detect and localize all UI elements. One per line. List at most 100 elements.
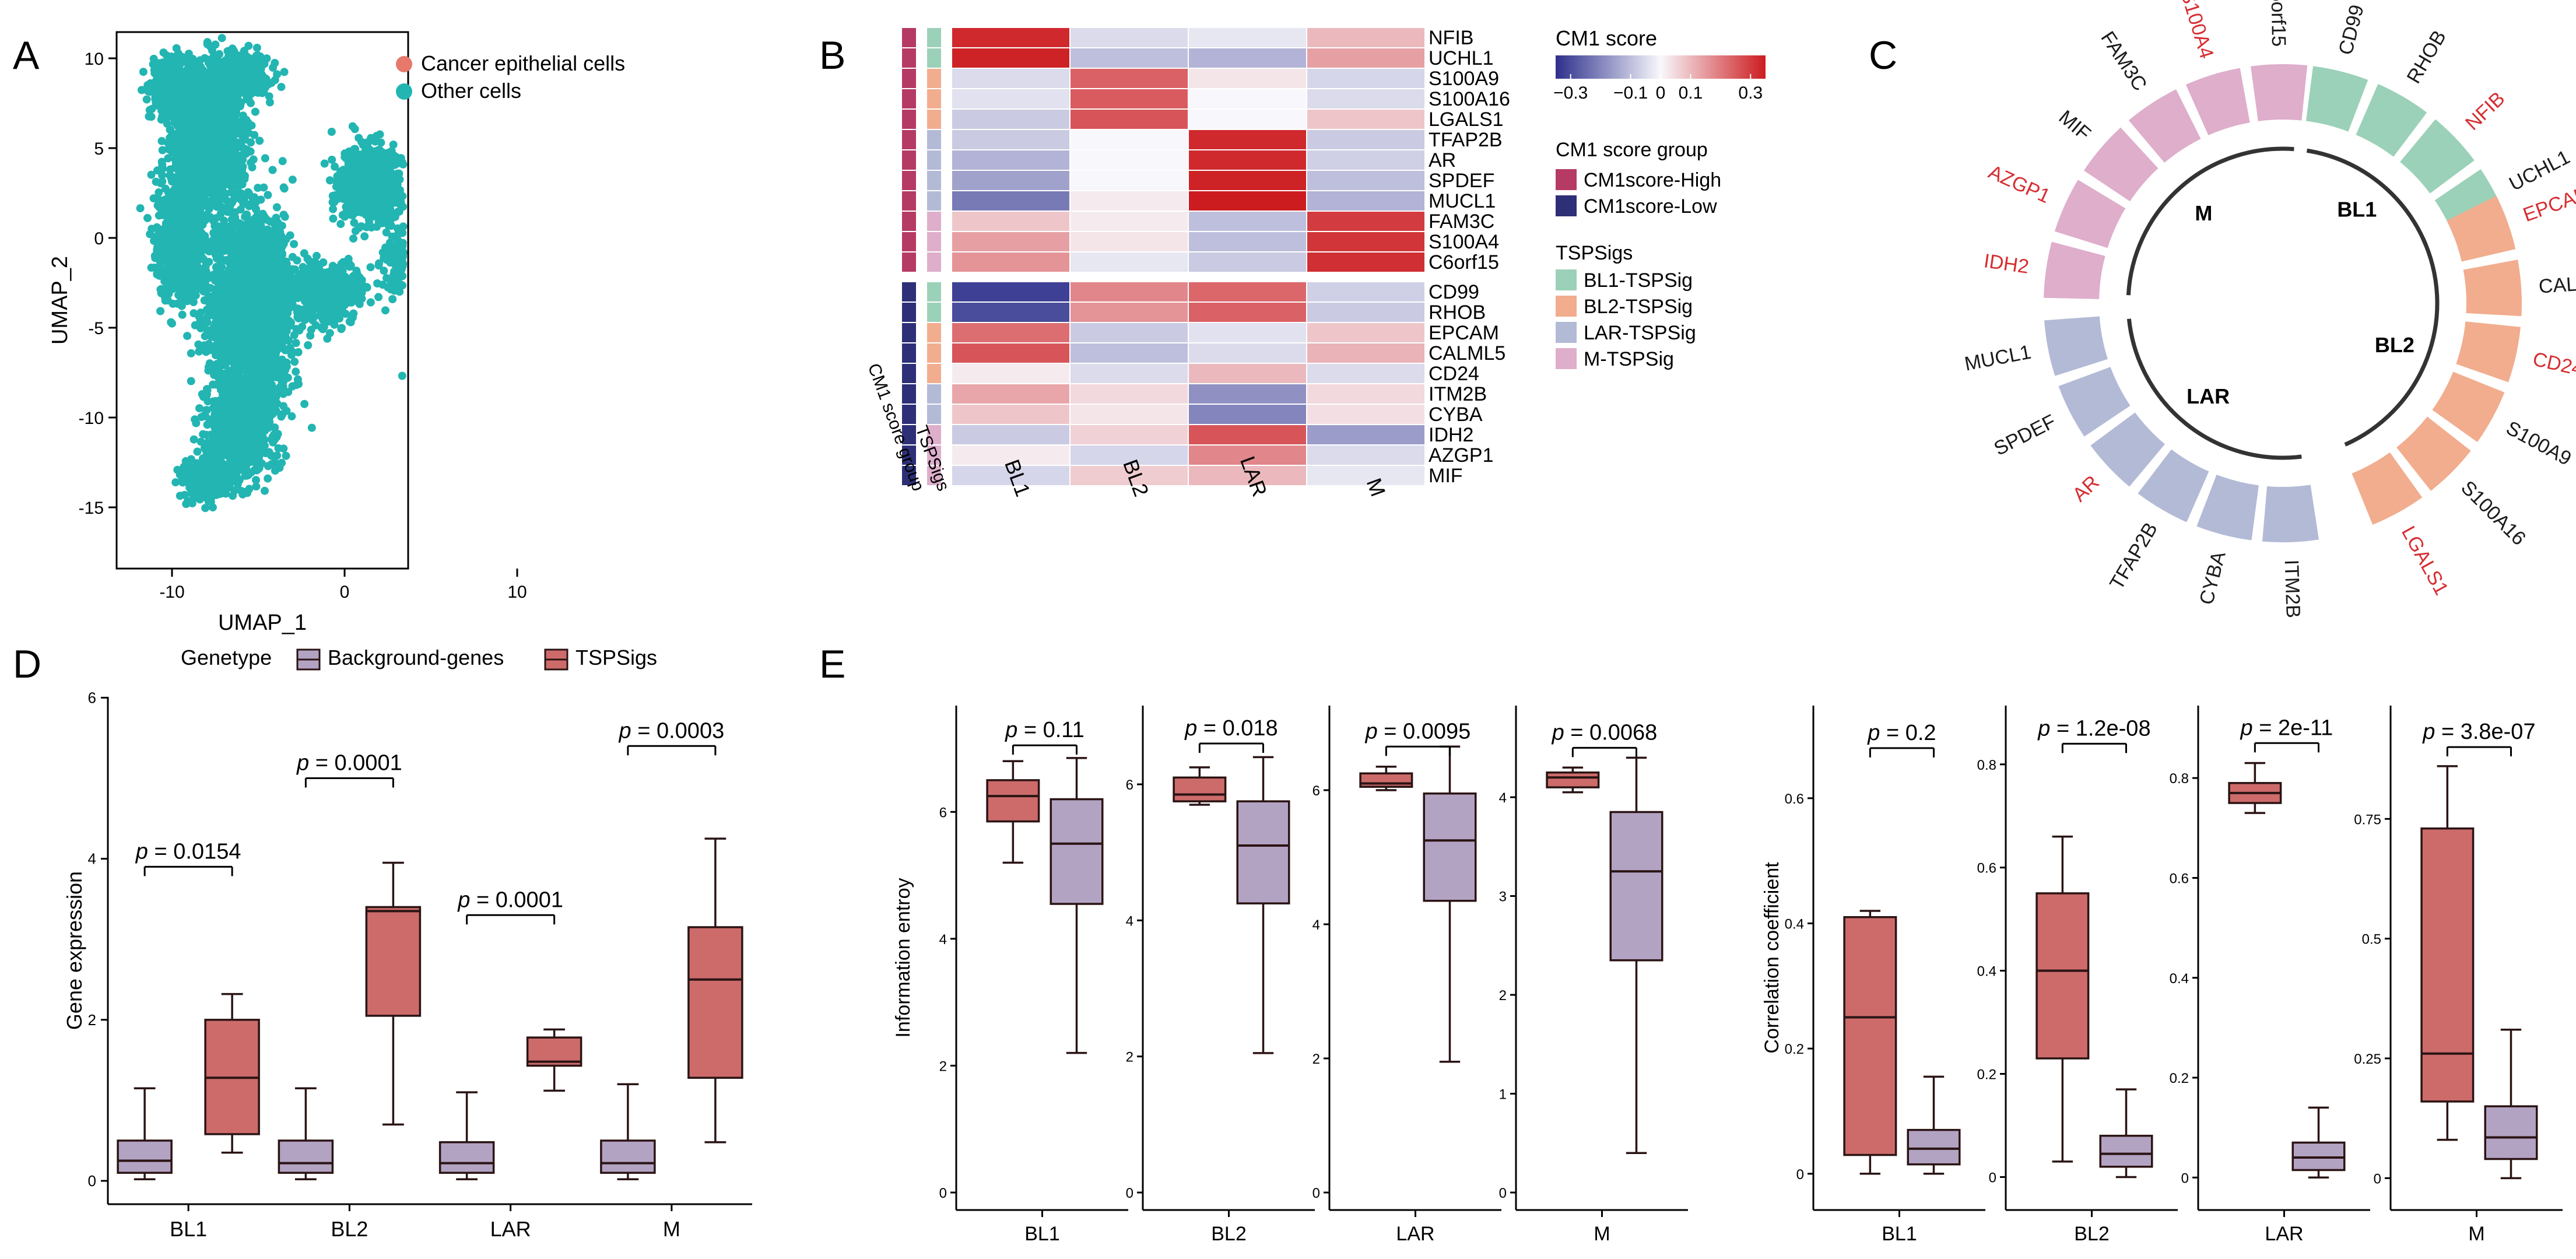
umap-point [237,244,246,252]
umap-point [189,120,198,129]
umap-point [217,255,226,264]
umap-point [179,83,187,92]
umap-point [252,261,261,269]
umap-point [196,56,205,65]
umap-point [271,248,279,257]
umap-point [247,159,255,167]
umap-point [259,183,268,192]
umap-point [196,324,205,332]
umap-point [268,166,277,174]
umap-point [233,345,242,353]
umap-point [268,296,276,304]
umap-point [196,108,205,117]
umap-point [257,195,265,204]
umap-point [245,269,254,278]
umap-point [252,69,261,78]
umap-point [280,184,289,193]
umap-point [220,64,229,72]
umap-point [253,51,262,59]
umap-point [187,349,195,357]
umap-point [261,306,270,315]
umap-point [190,128,198,137]
umap-point [166,125,174,134]
umap-point [162,67,171,76]
umap-point [175,143,184,152]
umap-point [253,304,262,313]
umap-point [280,212,289,221]
umap-point [283,345,292,354]
umap-point [265,98,274,107]
umap-point [201,332,209,341]
umap-point [184,112,193,121]
umap-point [184,50,193,58]
umap-point [260,339,269,348]
umap-point [205,205,213,213]
umap-point [247,121,256,130]
umap-point [223,90,231,99]
umap-point [229,229,237,238]
umap-point [260,59,269,68]
umap-point [143,81,152,90]
umap-point [206,154,215,163]
umap-point [224,72,233,81]
umap-point [203,318,212,327]
umap-point [220,160,229,169]
umap-point [280,331,289,339]
umap-point [209,190,217,198]
umap-point [226,110,235,119]
umap-point [240,77,248,86]
umap-point [241,257,250,266]
umap-point [205,57,214,66]
umap-point [228,300,237,308]
umap-point [250,131,259,139]
umap-point [157,78,166,87]
umap-point [245,233,254,242]
umap-point [252,313,261,322]
umap-point [162,109,171,118]
umap-point [210,139,219,148]
umap-point [197,68,206,77]
umap-point [201,120,210,128]
umap-point [241,212,250,221]
umap-point [271,76,279,85]
umap-point [187,377,195,385]
panel-letter-a: A [13,33,40,78]
umap-point [233,337,242,345]
umap-point [244,86,253,95]
umap-point [222,344,231,353]
umap-point [220,141,229,150]
umap-point [212,128,220,136]
umap-point [272,235,280,244]
umap-point [233,287,242,296]
umap-point [217,328,226,337]
umap-point [227,307,236,316]
umap-point [215,280,223,289]
umap-point [170,71,179,79]
umap-point [242,57,251,65]
umap-point [171,93,180,102]
umap-point [152,101,160,110]
umap-point [255,215,264,224]
umap-point [147,113,156,121]
umap-point [278,222,286,230]
umap-point [250,281,258,290]
umap-point [220,134,229,143]
umap-point [278,157,287,166]
umap-point [240,276,248,285]
umap-point [226,338,235,346]
umap-point [205,359,214,368]
umap-point [292,367,300,376]
umap-point [243,146,251,154]
umap-point [247,329,255,338]
umap-point [238,155,247,164]
umap-point [249,195,257,204]
umap-point [210,332,219,341]
umap-point [206,132,215,141]
umap-point [165,57,174,66]
umap-point [219,229,228,237]
umap-point [280,68,289,76]
umap-point [183,92,192,101]
umap-point [236,232,245,241]
umap-point [273,282,282,290]
umap-point [266,272,275,280]
